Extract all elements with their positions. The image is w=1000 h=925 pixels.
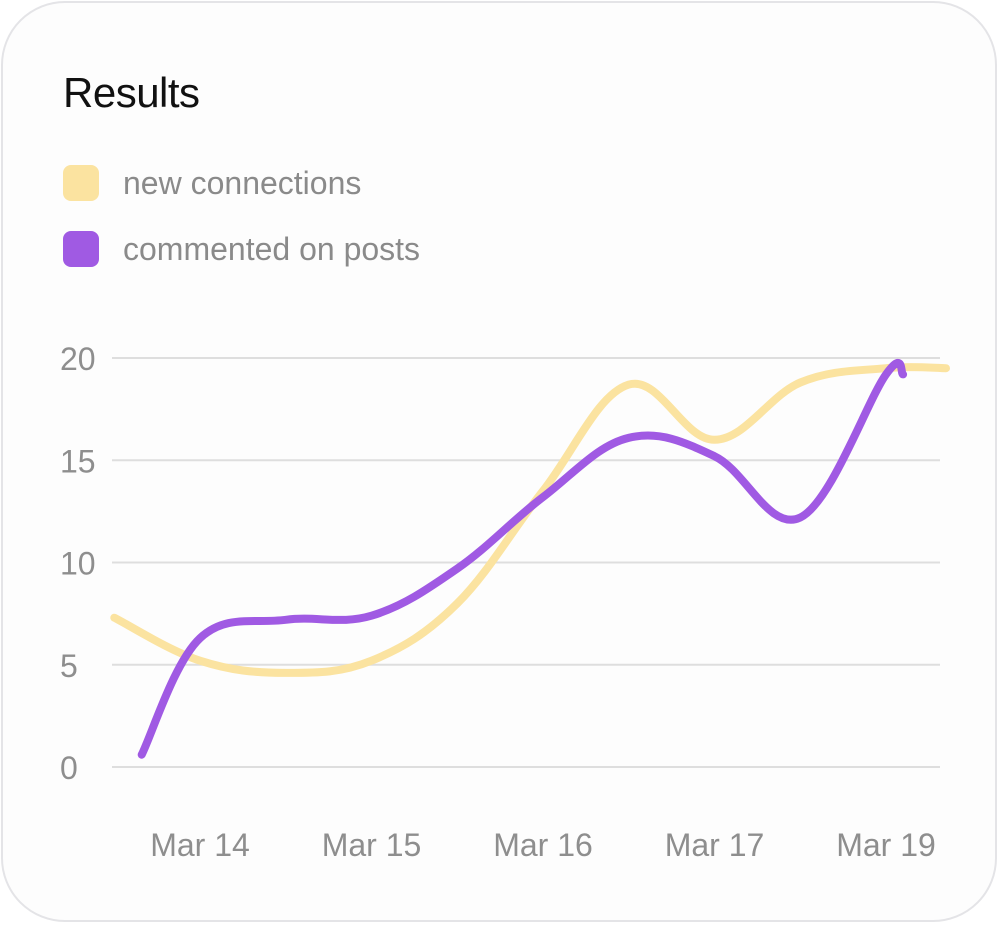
x-tick-label-1: Mar 15: [322, 827, 422, 863]
y-tick-label-5: 5: [60, 648, 78, 684]
y-tick-label-0: 0: [60, 750, 78, 786]
legend-item-commented-on-posts: commented on posts: [63, 229, 420, 269]
series-line-commented-on-posts: [137, 359, 908, 759]
x-tick-label-0: Mar 14: [150, 827, 250, 863]
series-line-new-connections: [110, 363, 950, 677]
legend-swatch-new-connections: [63, 165, 99, 201]
legend-swatch-commented-on-posts: [63, 231, 99, 267]
legend-item-new-connections: new connections: [63, 163, 420, 203]
chart-legend: new connections commented on posts: [63, 163, 420, 295]
y-tick-label-15: 15: [60, 443, 96, 479]
x-tick-label-4: Mar 19: [836, 827, 936, 863]
legend-label-commented-on-posts: commented on posts: [123, 230, 421, 267]
x-tick-label-3: Mar 17: [665, 827, 765, 863]
y-tick-label-20: 20: [60, 341, 96, 377]
y-tick-label-10: 10: [60, 546, 96, 582]
chart-title: Results: [63, 69, 200, 116]
x-tick-label-2: Mar 16: [493, 827, 593, 863]
legend-label-new-connections: new connections: [123, 164, 362, 201]
